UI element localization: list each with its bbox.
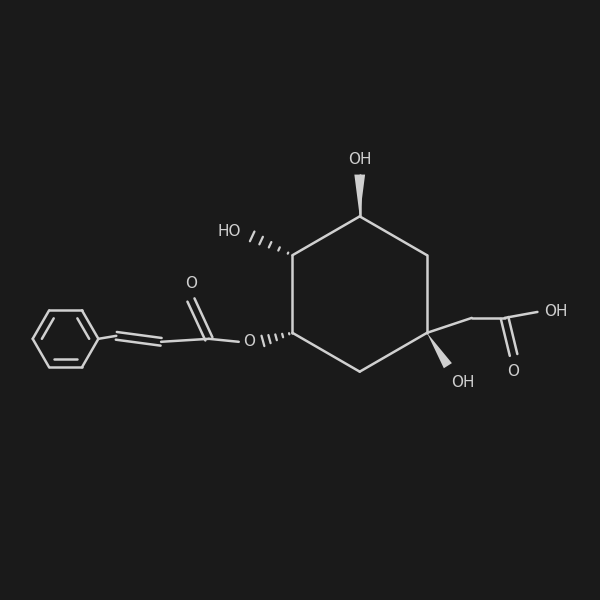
Text: HO: HO (217, 224, 241, 239)
Text: O: O (243, 334, 255, 349)
Polygon shape (427, 333, 452, 368)
Text: O: O (185, 276, 197, 291)
Polygon shape (355, 175, 365, 217)
Text: OH: OH (545, 304, 568, 319)
Text: OH: OH (451, 374, 475, 389)
Text: O: O (508, 364, 520, 379)
Text: OH: OH (348, 152, 371, 167)
